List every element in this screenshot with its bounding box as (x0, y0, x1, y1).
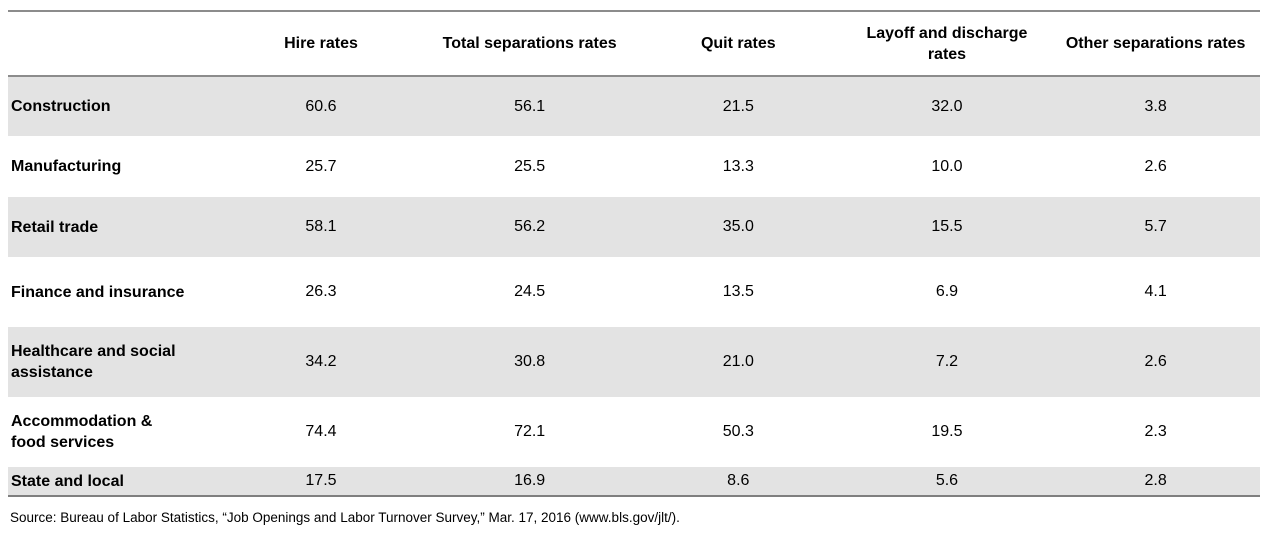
value-cell: 2.8 (1144, 472, 1167, 489)
row-label: State and local (11, 472, 124, 490)
value-cell: 35.0 (722, 218, 754, 235)
value-cell: 10.0 (931, 157, 963, 175)
value-cell: 4.1 (1144, 283, 1167, 300)
value-cell: 2.3 (1144, 423, 1167, 440)
value-cell: 21.0 (722, 353, 754, 370)
value-cell: 56.1 (514, 97, 546, 115)
value-cell: 34.2 (305, 353, 337, 370)
value-cell: 8.6 (727, 472, 750, 489)
value-cell: 5.6 (935, 472, 959, 489)
header-row: Hire rates Total separations rates Quit ra… (8, 11, 1260, 77)
value-cell: 24.5 (514, 283, 546, 300)
value-cell: 17.5 (305, 472, 337, 489)
value-cell: 21.5 (722, 97, 754, 115)
value-cell: 15.5 (931, 218, 963, 235)
row-label: Retail trade (11, 218, 99, 236)
table-container: Hire rates Total separations rates Quit ra… (8, 10, 1260, 497)
table-header-row: Hire rates Total separations rates Quit ra… (8, 11, 1260, 77)
table-row: Finance and insurance 26.3 24.5 13.5 6.9 4.1 (8, 257, 1260, 327)
table-row: State and local 17.5 16.9 8.6 5.6 2.8 (8, 467, 1260, 496)
value-cell: 72.1 (514, 423, 546, 440)
column-header: Quit rates (633, 11, 843, 77)
row-label: Accommodation & food services (11, 413, 153, 451)
table-row: Manufacturing 25.7 25.5 13.3 10.0 2.6 (8, 136, 1260, 197)
value-cell: 3.8 (1144, 97, 1167, 115)
row-label: Manufacturing (11, 158, 122, 175)
corner-cell (8, 11, 217, 77)
value-cell: 58.1 (305, 218, 337, 235)
value-cell: 26.3 (305, 283, 337, 300)
table-row: Healthcare and social assistance 34.2 30.8… (8, 327, 1260, 397)
value-cell: 56.2 (514, 218, 546, 235)
row-label: Finance and insurance (11, 283, 185, 301)
table-body: Construction 60.6 56.1 21.5 32.0 3.8 Manufactu… (8, 76, 1260, 496)
value-cell: 6.9 (935, 283, 959, 300)
row-label: Construction (11, 98, 111, 115)
value-cell: 30.8 (514, 353, 546, 370)
value-cell: 74.4 (305, 423, 337, 440)
value-cell: 60.6 (305, 97, 337, 115)
value-cell: 32.0 (931, 97, 963, 115)
value-cell: 25.5 (514, 157, 546, 175)
value-cell: 19.5 (931, 423, 963, 440)
value-cell: 2.6 (1144, 353, 1167, 370)
column-header: Hire rates (216, 11, 426, 77)
row-label: Healthcare and social assistance (11, 343, 176, 381)
value-cell: 16.9 (514, 472, 546, 489)
table-row: Construction 60.6 56.1 21.5 32.0 3.8 (8, 76, 1260, 136)
value-cell: 13.5 (722, 283, 754, 300)
value-cell: 13.3 (722, 157, 754, 175)
column-header: Total separations rates (425, 11, 634, 77)
source-note: Source: Bureau of Labor Statistics, “Job… (10, 510, 680, 525)
jolts-rates-table: Hire rates Total separations rates Quit ra… (8, 10, 1260, 497)
value-cell: 7.2 (935, 353, 959, 370)
value-cell: 50.3 (722, 423, 754, 440)
value-cell: 5.7 (1144, 218, 1167, 235)
value-cell: 25.7 (305, 157, 337, 175)
value-cell: 2.6 (1144, 157, 1167, 175)
column-header: Other separations rates (1051, 11, 1260, 77)
column-header: Layoff and discharge rates (842, 11, 1052, 77)
table-row: Accommodation & food services 74.4 72.1 50.… (8, 397, 1260, 467)
table-row: Retail trade 58.1 56.2 35.0 15.5 5.7 (8, 197, 1260, 257)
